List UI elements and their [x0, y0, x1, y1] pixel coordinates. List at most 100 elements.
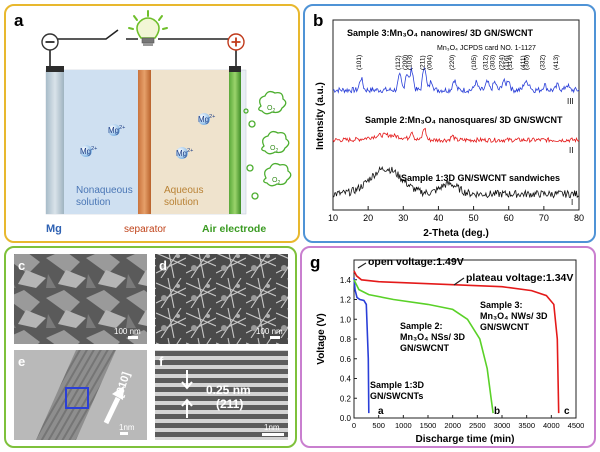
aqueous-label: Aqueous: [164, 185, 203, 196]
peak-index-label: (224): [498, 55, 505, 70]
peak-index-label: (103): [407, 55, 414, 70]
x-tick-label: 50: [469, 213, 479, 223]
curve-letter-a: a: [378, 406, 384, 417]
oxygen-bubbles: [243, 90, 292, 200]
svg-text:O2: O2: [272, 177, 280, 186]
sample3-label: Sample 3:: [480, 300, 523, 310]
mg-anode: [46, 70, 64, 214]
peak-index-label: (220): [449, 55, 456, 70]
plateau-voltage-label: plateau voltage:1.34V: [466, 272, 573, 284]
arrow-icon: [103, 396, 121, 425]
svg-text:GN/SWCNT: GN/SWCNT: [400, 343, 449, 353]
peak-index-label: (200): [402, 55, 409, 70]
peak-index-label: (303): [490, 55, 497, 70]
aqueous-label-2: solution: [164, 197, 198, 208]
y-tick-label: 0.4: [340, 375, 352, 384]
sample2-label: Sample 2:: [400, 321, 443, 331]
x-tick-label: 500: [372, 421, 385, 430]
svg-text:Mg2+: Mg2+: [176, 148, 193, 158]
roman-2: II: [569, 146, 573, 155]
lattice-spacing: 0.25 nm: [206, 383, 251, 397]
xrd-series-1: [332, 66, 580, 94]
roman-3: III: [567, 97, 574, 106]
discharge-curve-a: [353, 277, 370, 414]
panel-letter-d: d: [159, 258, 167, 273]
arrow-up-icon: [181, 398, 193, 418]
separator-label: separator: [124, 224, 167, 235]
sem-image-c: [14, 254, 147, 344]
x-tick-label: 3000: [494, 421, 511, 430]
panel-letter: g: [310, 253, 320, 272]
panel-letter-e: e: [18, 354, 25, 369]
sample1-label: Sample 1:3D: [370, 380, 425, 390]
x-tick-label: 30: [398, 213, 408, 223]
x-tick-label: 4500: [568, 421, 585, 430]
jcpds-label: Mn₃O₄ JCPDS card NO. 1-1127: [437, 45, 536, 52]
cathode-label: Air electrode: [202, 223, 266, 235]
peak-index-label: (211): [419, 55, 426, 70]
x-tick-label: 10: [328, 213, 338, 223]
panel-letter-c: c: [18, 258, 25, 273]
discharge-curve-b: [353, 279, 494, 414]
nonaqueous-label-2: solution: [76, 197, 110, 208]
xrd-chart: b Intensity (a.u.) 2-Theta (deg.) 10 20 30…: [313, 11, 584, 239]
x-tick-label: 0: [352, 421, 356, 430]
roman-1: I: [571, 198, 573, 207]
mg-ion: Mg2+: [198, 113, 215, 125]
plot-frame: [332, 19, 580, 211]
selection-box: [65, 387, 89, 409]
sem-image-d: [155, 254, 288, 344]
y-axis-label: Voltage (V): [316, 313, 327, 364]
svg-text:Mn₃O₄ NWs/ 3D: Mn₃O₄ NWs/ 3D: [480, 311, 548, 321]
svg-text:Mn₃O₄ NSs/ 3D: Mn₃O₄ NSs/ 3D: [400, 332, 465, 342]
y-tick-label: 0.0: [340, 414, 352, 423]
peak-index-label: (116): [503, 55, 510, 70]
panel-b: b Intensity (a.u.) 2-Theta (deg.) 10 20 30…: [303, 4, 596, 243]
svg-text:Mg2+: Mg2+: [108, 125, 125, 135]
lightbulb-icon: [128, 10, 168, 46]
y-axis-label: Intensity (a.u.): [315, 82, 326, 150]
sample1-label: Sample 1:3D GN/SWCNT sandwiches: [401, 173, 560, 183]
hrtem-image-f: [155, 350, 288, 440]
y-tick-label: 1.0: [340, 315, 352, 324]
panel-g: g Voltage (V) Discharge time (min) 0 500 1…: [300, 246, 596, 448]
svg-text:GN/SWCNT: GN/SWCNT: [480, 322, 529, 332]
mg-ion: Mg2+: [80, 145, 97, 157]
nonaqueous-label: Nonaqueous: [76, 185, 133, 196]
anode-label: Mg: [46, 223, 62, 235]
peak-index-label: (305): [524, 55, 531, 70]
svg-text:O2: O2: [267, 105, 275, 114]
micrograph-grid: c 100 nm d 100 nm e [010] 1nm f 0.25 nm …: [14, 254, 288, 440]
scale-bar-d: 100 nm: [256, 327, 283, 336]
y-tick-label: 0.2: [340, 394, 352, 403]
curve-letter-b: b: [494, 406, 500, 417]
mg-ion: Mg2+: [108, 124, 125, 136]
svg-text:GN/SWCNTs: GN/SWCNTs: [370, 391, 423, 401]
sample2-label: Sample 2:Mn₃O₄ nanosquares/ 3D GN/SWCNT: [365, 115, 563, 125]
svg-text:O2: O2: [270, 145, 278, 154]
peak-index-label: (004): [426, 55, 433, 70]
air-electrode: [229, 70, 241, 214]
sample3-label: Sample 3:Mn₃O₄ nanowires/ 3D GN/SWCNT: [347, 28, 533, 38]
x-tick-label: 20: [363, 213, 373, 223]
x-axis-label: Discharge time (min): [416, 434, 515, 445]
peak-index-label: (411): [520, 55, 527, 70]
scale-bar-e: 1nm: [119, 423, 135, 432]
x-tick-label: 70: [539, 213, 549, 223]
lattice-plane: (211): [216, 397, 243, 411]
panel-images: c 100 nm d 100 nm e [010] 1nm f 0.25 nm …: [4, 246, 297, 448]
nonaqueous-solution: [64, 70, 138, 214]
x-tick-label: 80: [574, 213, 584, 223]
panel-letter: a: [14, 11, 24, 30]
y-tick-label: 1.2: [340, 296, 352, 305]
x-tick-label: 40: [433, 213, 443, 223]
peak-index-label: (112): [395, 55, 402, 70]
x-tick-label: 1000: [395, 421, 412, 430]
peak-index-label: (413): [553, 55, 560, 70]
discharge-chart: g Voltage (V) Discharge time (min) 0 500 1…: [310, 253, 585, 445]
mg-ion: Mg2+: [176, 147, 193, 159]
curve-letter-c: c: [564, 406, 570, 417]
y-tick-label: 0.6: [340, 355, 352, 364]
aqueous-solution: [151, 70, 229, 214]
svg-text:Mg2+: Mg2+: [198, 114, 215, 124]
